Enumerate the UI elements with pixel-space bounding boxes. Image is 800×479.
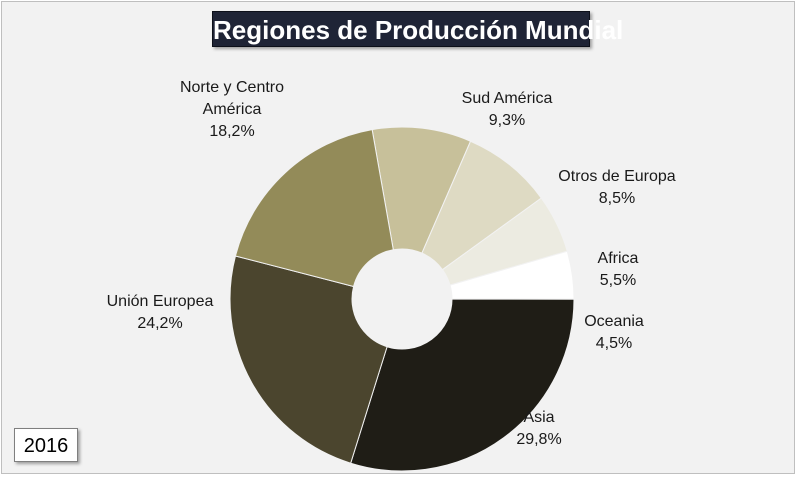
slice-name-label-1: Otros de Europa — [558, 168, 676, 185]
slice-4 — [350, 298, 575, 472]
slice-name-label-5: Unión Europea — [107, 293, 214, 310]
slice-value-label-5: 24,2% — [137, 315, 182, 332]
slice-5 — [229, 255, 388, 464]
slice-value-label-0: 9,3% — [489, 112, 525, 129]
slice-name-label-2: Africa — [598, 250, 639, 267]
slice-name-label-3: Oceania — [584, 313, 644, 330]
slice-value-label-2: 5,5% — [600, 272, 636, 289]
slice-name-label-6: América — [203, 101, 262, 118]
chart-title: Regiones de Producción Mundial — [212, 11, 623, 47]
slice-6 — [234, 129, 394, 288]
year-box: 2016 — [14, 428, 78, 462]
slice-name-label-6: Norte y Centro — [180, 79, 284, 96]
slice-0 — [371, 126, 472, 254]
slice-value-label-3: 4,5% — [596, 335, 632, 352]
slice-value-label-6: 18,2% — [209, 123, 254, 140]
slice-value-label-1: 8,5% — [599, 190, 635, 207]
slice-name-label-4: Asia — [523, 409, 554, 426]
slice-value-label-4: 29,8% — [516, 431, 561, 448]
slice-name-label-0: Sud América — [462, 90, 553, 107]
